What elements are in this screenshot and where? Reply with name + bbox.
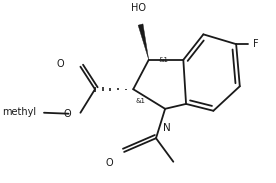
Text: &1: &1 xyxy=(159,57,169,63)
Text: HO: HO xyxy=(131,3,146,13)
Text: methyl: methyl xyxy=(2,107,37,117)
Text: F: F xyxy=(253,39,259,49)
Text: N: N xyxy=(163,123,171,132)
Text: O: O xyxy=(106,158,113,168)
Text: O: O xyxy=(64,109,71,119)
Text: O: O xyxy=(56,59,64,69)
Text: &1: &1 xyxy=(135,98,145,104)
Polygon shape xyxy=(138,24,149,60)
